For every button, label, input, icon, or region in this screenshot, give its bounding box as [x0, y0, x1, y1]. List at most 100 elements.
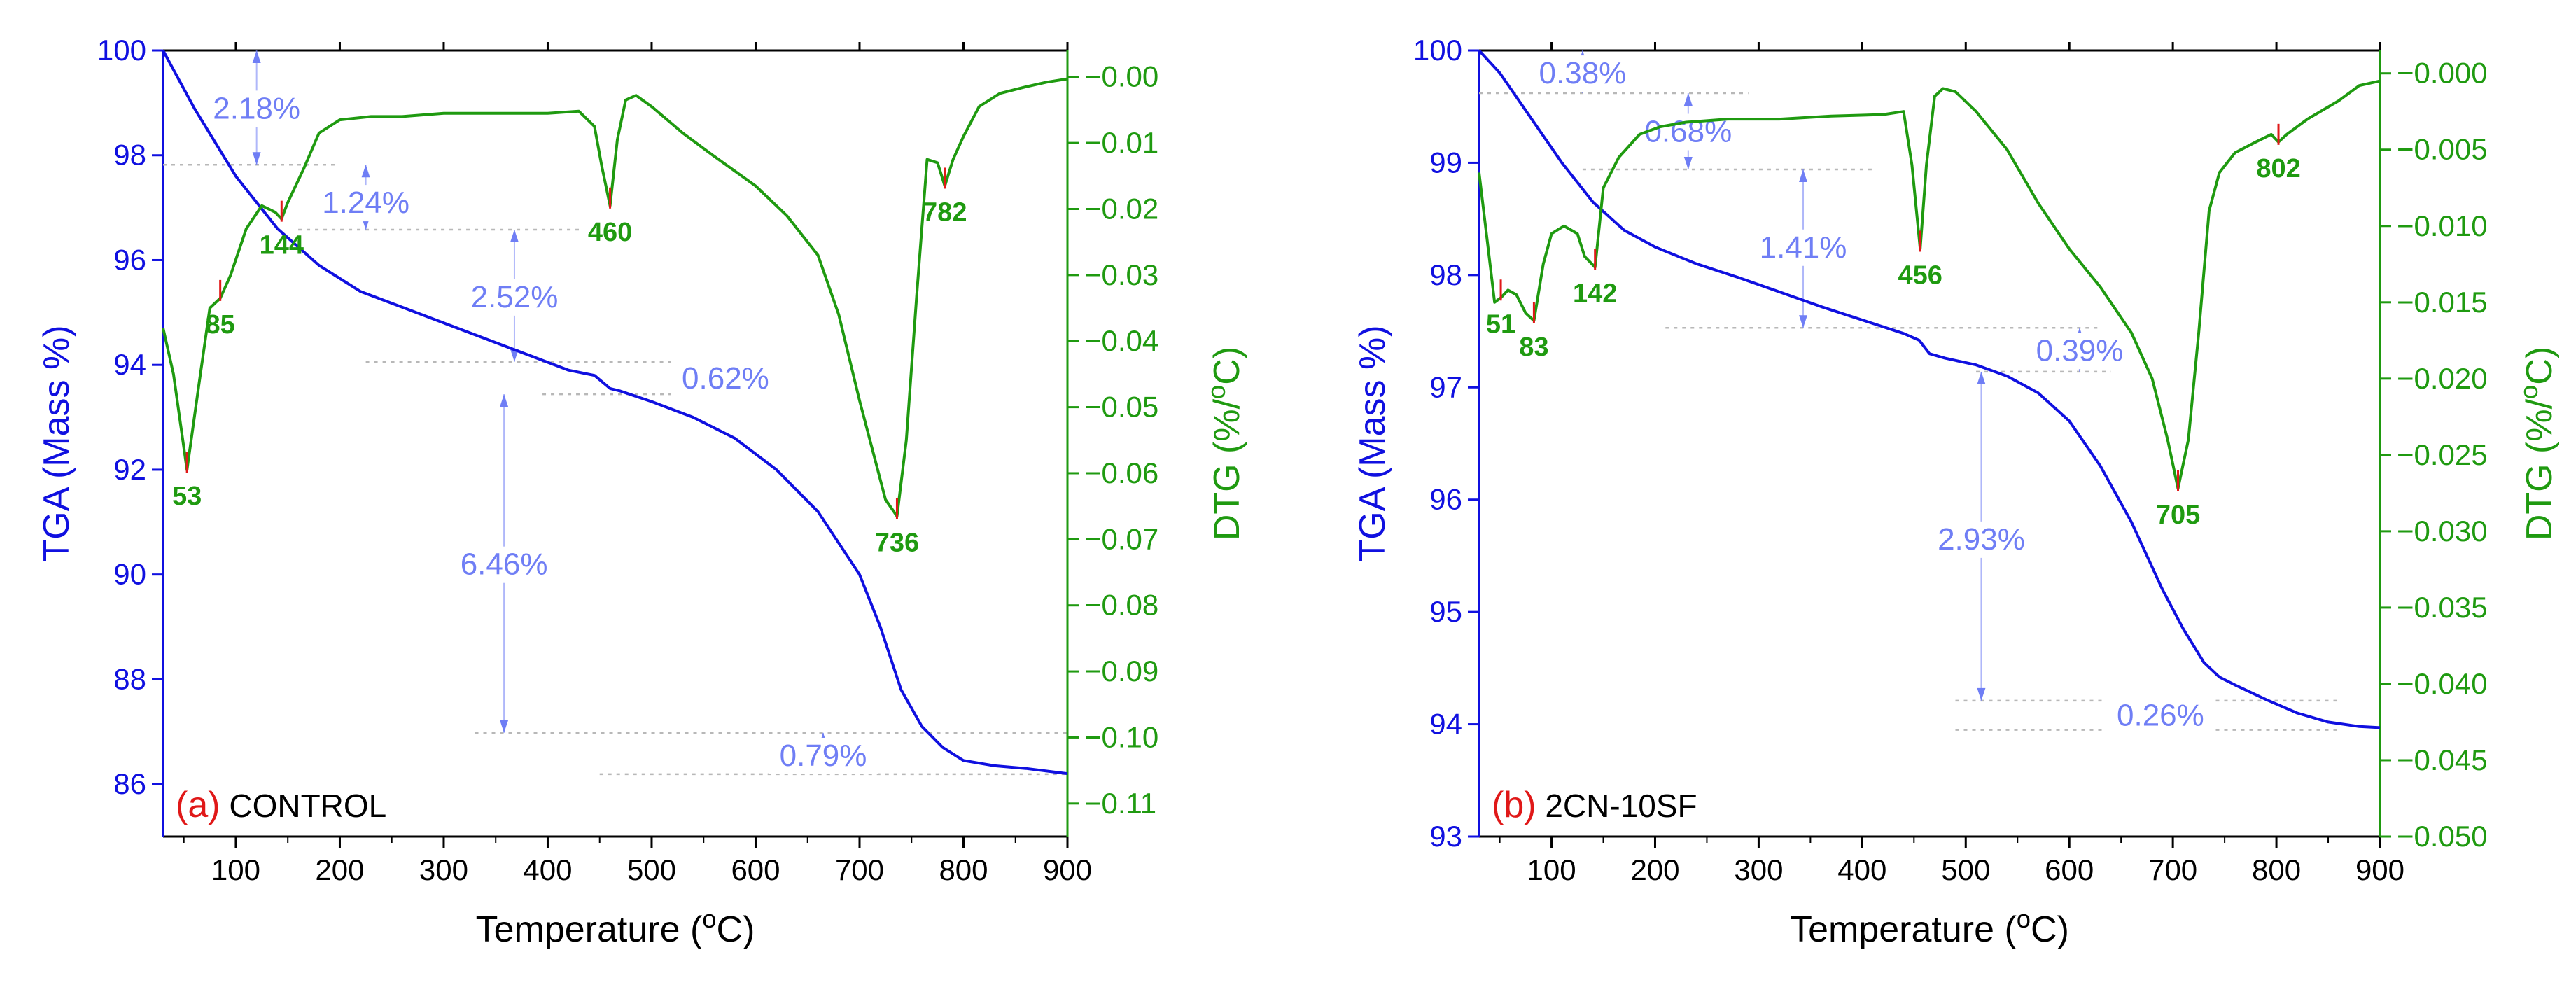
y-left-axis-title: TGA (Mass %)	[1352, 325, 1393, 561]
y-right-tick-label: −0.050	[2397, 820, 2488, 853]
y-left-tick-label: 92	[113, 453, 146, 486]
mass-loss-annotation: 0.68%	[1582, 92, 1873, 171]
peak-label: 142	[1573, 279, 1617, 309]
panel-label: (a) CONTROL	[176, 785, 386, 825]
peak-label: 782	[923, 197, 967, 227]
mass-loss-label-bg	[311, 185, 421, 222]
mass-loss-arrowhead	[510, 230, 519, 243]
peak-label: 802	[2256, 154, 2300, 183]
peak-label: 51	[1486, 309, 1516, 339]
x-tick-label: 200	[315, 853, 364, 886]
mass-loss-arrowhead	[1799, 315, 1808, 328]
y-left-tick-label: 99	[1429, 146, 1462, 179]
x-tick-label: 400	[1837, 853, 1886, 886]
mass-loss-label: 0.38%	[1539, 56, 1627, 90]
mass-loss-label-bg	[1749, 229, 1858, 266]
sample-label: 2CN-10SF	[1536, 788, 1698, 824]
mass-loss-label: 1.24%	[322, 186, 410, 220]
dtg-peak: 53	[172, 452, 202, 511]
mass-loss-arrowhead	[1977, 371, 1986, 384]
tga-curve	[1478, 49, 2381, 729]
mass-loss-annotation: 0.39%	[1976, 328, 2134, 373]
peak-label: 85	[206, 310, 235, 340]
x-tick-label: 100	[1527, 853, 1576, 886]
mass-loss-annotation: 2.18%	[163, 50, 335, 166]
x-tick-label: 300	[419, 853, 468, 886]
peak-label: 456	[1898, 260, 1942, 290]
x-tick-label: 500	[627, 853, 676, 886]
mass-loss-annotation: 0.38%	[1479, 50, 1749, 95]
mass-loss-arrowhead	[1684, 157, 1693, 170]
y-left-tick-label: 100	[97, 34, 146, 67]
y-right-tick-label: −0.06	[1084, 456, 1158, 489]
mass-loss-label: 1.41%	[1760, 230, 1847, 265]
mass-loss-label: 0.26%	[2117, 699, 2204, 733]
peak-label: 144	[260, 231, 304, 260]
y-right-tick-label: −0.010	[2397, 209, 2488, 242]
x-tick-label: 700	[2148, 853, 2197, 886]
y-right-tick-label: −0.07	[1084, 522, 1158, 555]
dtg-peak: 802	[2256, 123, 2301, 183]
x-tick-label: 900	[1043, 853, 1092, 886]
mass-loss-label-bg	[202, 90, 312, 127]
peak-label: 460	[588, 218, 632, 247]
y-right-tick-label: −0.030	[2397, 515, 2488, 547]
y-right-tick-label: −0.015	[2397, 286, 2488, 319]
y-left-tick-label: 98	[1429, 258, 1462, 291]
dtg-curve	[162, 77, 1068, 518]
mass-loss-label-bg	[671, 360, 780, 397]
x-axis-title: Temperature (oC)	[1790, 904, 2069, 951]
y-right-tick-label: −0.08	[1084, 589, 1158, 622]
y-left-tick-label: 97	[1429, 370, 1462, 403]
mass-loss-label: 0.79%	[780, 739, 867, 773]
x-tick-label: 500	[1941, 853, 1990, 886]
x-tick-label: 200	[1630, 853, 1679, 886]
mass-loss-annotation: 0.79%	[599, 732, 1068, 776]
mass-loss-annotation: 0.62%	[542, 360, 780, 397]
mass-loss-annotation: 2.93%	[1926, 371, 2339, 702]
y-left-tick-label: 94	[1429, 708, 1462, 741]
mass-loss-label-bg	[2025, 333, 2134, 370]
x-tick-label: 600	[2045, 853, 2094, 886]
panel-b: 100 200 300 400 500 600 700 800 900 93 94 95 96 97 98 9…	[1352, 34, 2560, 950]
dtg-curve	[1478, 79, 2381, 490]
y-left-tick-label: 94	[113, 348, 146, 381]
dtg-peak: 736	[875, 498, 919, 557]
dtg-peak: 51	[1486, 279, 1516, 339]
x-tick-label: 100	[211, 853, 260, 886]
mass-loss-arrowhead	[1977, 687, 1986, 701]
dtg-peak: 144	[260, 200, 304, 260]
peak-label: 53	[172, 482, 202, 511]
mass-loss-arrowhead	[252, 50, 261, 63]
y-right-tick-label: −0.045	[2397, 743, 2488, 776]
y-left-axis-title: TGA (Mass %)	[36, 325, 77, 561]
mass-loss-annotation: 1.41%	[1665, 169, 2101, 329]
x-tick-label: 800	[939, 853, 988, 886]
y-right-tick-label: −0.005	[2397, 133, 2488, 166]
mass-loss-annotation: 6.46%	[449, 394, 1068, 734]
panel-label: (b) 2CN-10SF	[1492, 785, 1698, 825]
y-right-tick-label: −0.02	[1084, 192, 1158, 225]
mass-loss-arrowhead	[1684, 92, 1693, 106]
dtg-peak: 782	[923, 167, 967, 227]
peak-label: 83	[1519, 333, 1548, 362]
mass-loss-label-bg	[459, 279, 569, 316]
y-left-tick-label: 90	[113, 558, 146, 591]
x-tick-label: 700	[835, 853, 884, 886]
dtg-peak: 83	[1519, 302, 1549, 362]
y-right-tick-label: −0.04	[1084, 324, 1158, 357]
mass-loss-label: 2.18%	[213, 91, 300, 125]
y-right-tick-label: −0.10	[1084, 720, 1158, 753]
mass-loss-annotation: 0.26%	[1955, 697, 2339, 734]
mass-loss-label-bg	[1926, 521, 2036, 558]
y-left-tick-label: 95	[1429, 595, 1462, 628]
y-right-tick-label: −0.025	[2397, 438, 2488, 471]
tga-curve	[162, 50, 1068, 776]
dtg-peak: 460	[588, 187, 632, 247]
mass-loss-label: 6.46%	[461, 547, 548, 582]
mass-loss-label: 2.52%	[471, 280, 559, 314]
y-right-tick-label: −0.09	[1084, 655, 1158, 687]
x-tick-label: 300	[1734, 853, 1783, 886]
